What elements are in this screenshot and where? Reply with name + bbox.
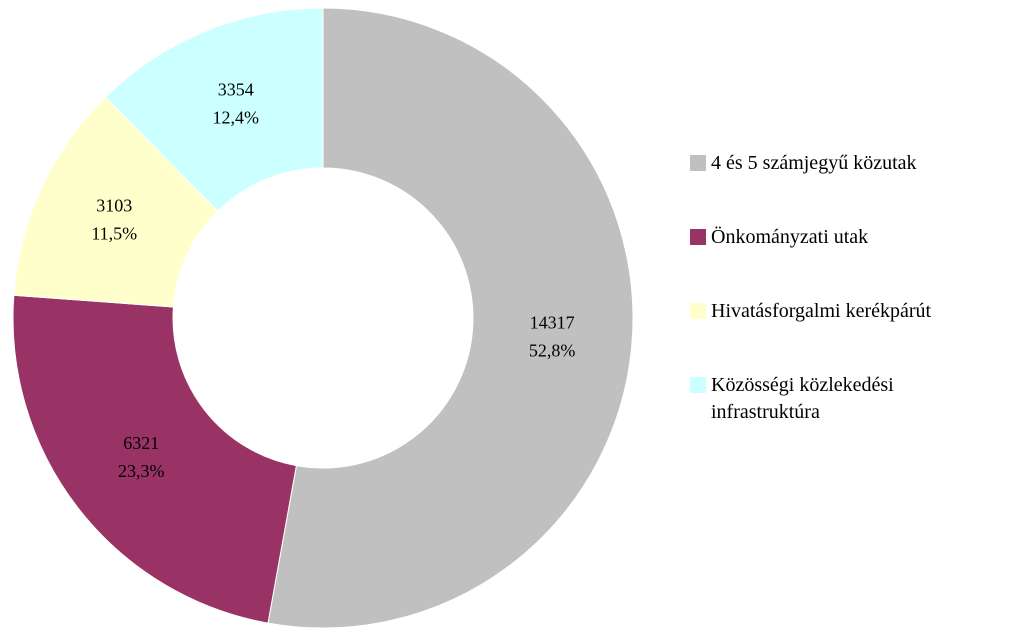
- legend-swatch: [690, 303, 706, 319]
- legend-swatch: [690, 229, 706, 245]
- legend-label: 4 és 5 számjegyű közutak: [711, 152, 917, 174]
- legend-swatch: [690, 377, 706, 393]
- legend-entry: Közösségi közlekedési infrastruktúra: [690, 372, 990, 426]
- share-label: 12,4%: [213, 107, 260, 127]
- share-label: 23,3%: [118, 461, 165, 481]
- legend-label: Hivatásforgalmi kerékpárút: [711, 300, 932, 322]
- slice: [13, 96, 219, 308]
- value-label: 14317: [530, 313, 575, 333]
- legend-label: Közösségi közlekedési infrastruktúra: [711, 374, 894, 423]
- value-label: 6321: [123, 433, 159, 453]
- legend: 4 és 5 számjegyű közutak Önkományzati uta…: [690, 150, 990, 473]
- share-label: 11,5%: [91, 224, 137, 244]
- slice: [267, 7, 634, 628]
- share-label: 52,8%: [529, 341, 576, 361]
- legend-entry: Önkományzati utak: [690, 224, 990, 251]
- slice: [104, 7, 324, 212]
- legend-swatch: [690, 155, 706, 171]
- legend-label: Önkományzati utak: [711, 226, 869, 248]
- legend-entry: 4 és 5 számjegyű közutak: [690, 150, 990, 177]
- value-label: 3103: [96, 196, 132, 216]
- legend-entry: Hivatásforgalmi kerékpárút: [690, 298, 990, 325]
- slice: [12, 294, 297, 624]
- value-label: 3354: [218, 79, 254, 99]
